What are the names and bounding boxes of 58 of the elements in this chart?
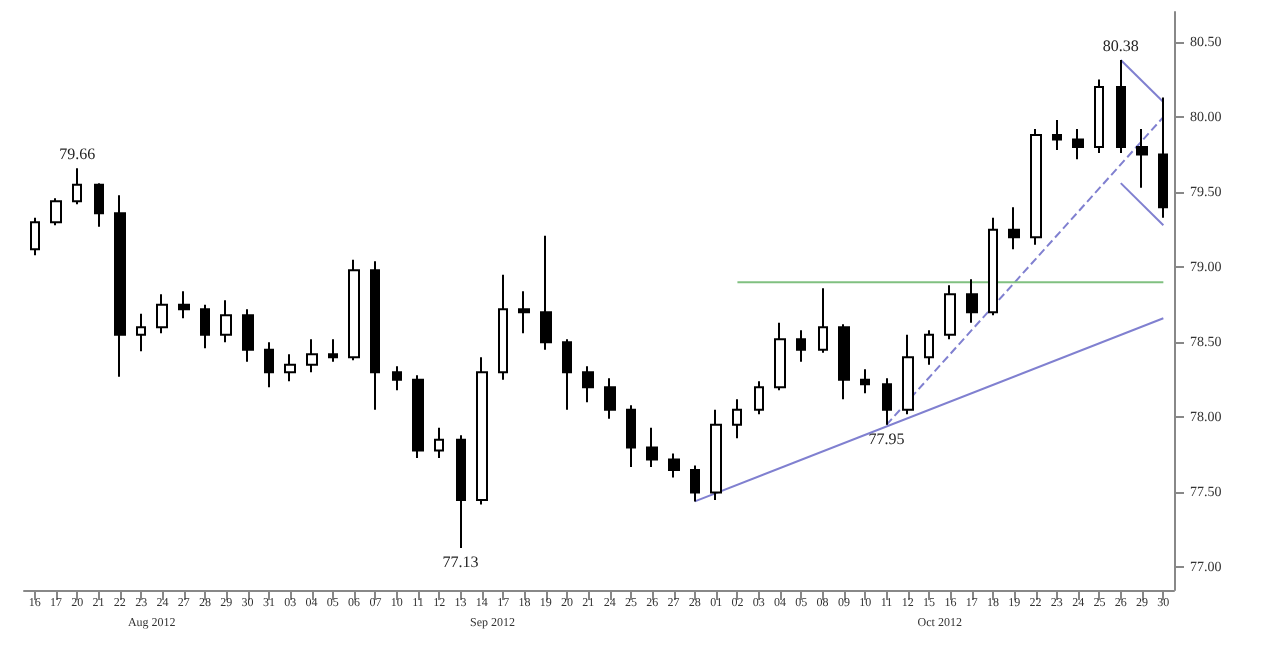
candlestick <box>456 434 466 549</box>
candlestick <box>1030 128 1042 246</box>
candlestick <box>200 303 210 350</box>
candlestick <box>178 290 190 320</box>
annotation: 77.95 <box>868 429 905 448</box>
candlestick <box>136 312 146 353</box>
annotation: 79.66 <box>59 145 96 164</box>
candlestick <box>754 380 764 416</box>
candlestick <box>732 398 742 440</box>
candlestick <box>50 197 62 227</box>
candlestick <box>434 426 444 459</box>
candlestick <box>1072 128 1084 161</box>
candlestick <box>944 284 956 341</box>
candlestick <box>646 426 658 468</box>
candlestick <box>690 464 700 503</box>
annotation: 77.13 <box>442 552 479 571</box>
candlestick <box>818 287 828 354</box>
candlestick <box>156 293 168 335</box>
candlestick <box>284 353 296 383</box>
candlestick <box>540 234 552 351</box>
candlestick <box>710 408 722 501</box>
candlestick <box>966 278 978 324</box>
candlestick <box>860 368 870 395</box>
candlestick <box>392 365 402 392</box>
candlestick <box>1116 59 1126 155</box>
candlestick <box>1158 96 1168 219</box>
candlestick <box>1136 128 1148 189</box>
candlestick <box>306 338 318 374</box>
candlestick <box>30 216 40 257</box>
candlestick <box>626 404 636 468</box>
candlestick <box>838 323 850 401</box>
candlestick <box>370 260 380 411</box>
candlestick <box>72 167 82 206</box>
candlestick <box>412 374 424 459</box>
candlestick <box>562 338 572 411</box>
candlestick <box>582 365 594 404</box>
candlestick <box>242 308 254 363</box>
candlestick <box>1008 206 1020 251</box>
candlestick <box>774 321 786 392</box>
candlestick <box>518 290 530 335</box>
candlestick <box>988 216 998 317</box>
candlestick <box>348 258 360 362</box>
candlestick <box>498 273 508 381</box>
annotation: 80.38 <box>1102 37 1139 56</box>
candlestick <box>476 356 488 506</box>
candlestick <box>902 333 914 416</box>
candlestick <box>328 338 338 363</box>
candlestick <box>604 377 616 420</box>
candlestick <box>1052 119 1062 152</box>
candlestick <box>668 452 680 479</box>
candlestick <box>220 299 232 344</box>
candlestick <box>1094 78 1104 155</box>
candlestick <box>882 377 892 426</box>
candlestick <box>796 329 806 363</box>
candlestick <box>924 329 934 366</box>
candlestick <box>264 341 274 389</box>
candlestick <box>114 194 126 378</box>
candlestick <box>94 182 104 228</box>
